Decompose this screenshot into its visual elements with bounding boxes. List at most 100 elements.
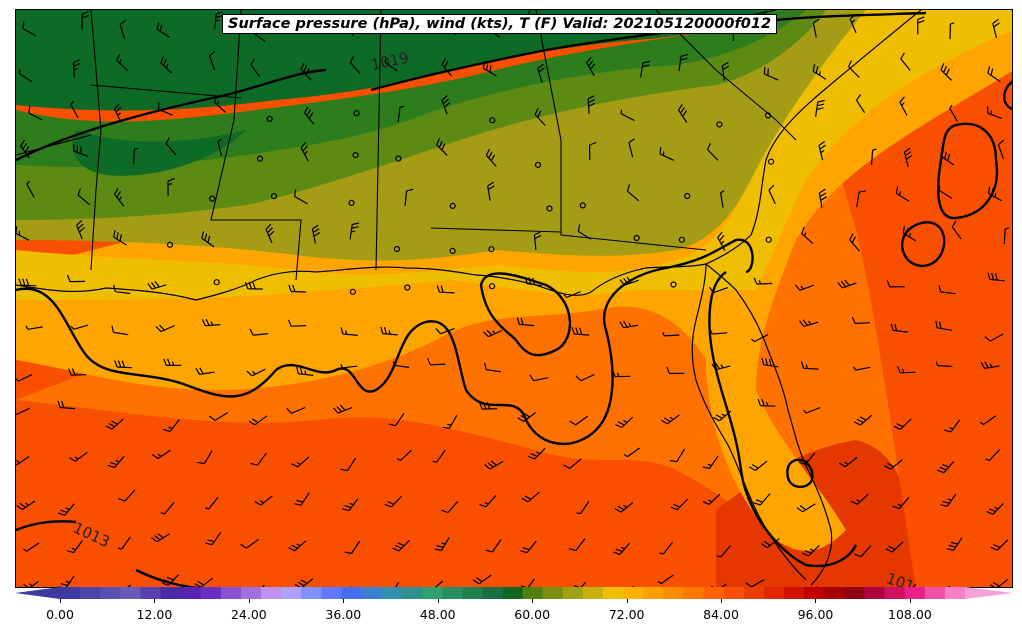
calm-wind-circle: [270, 193, 278, 200]
wind-barb: [949, 104, 958, 122]
wind-barb: [250, 58, 261, 78]
calm-wind-circle: [488, 246, 495, 253]
wind-barb: [296, 366, 314, 376]
wind-barb: [812, 64, 827, 80]
wind-barb: [57, 400, 76, 410]
wind-barb: [849, 233, 861, 252]
colorbar-cell: [462, 587, 483, 599]
wind-barb: [436, 138, 448, 156]
wind-barb: [657, 574, 674, 585]
colorbar-tick-label: 72.00: [608, 607, 645, 622]
wind-barb: [990, 539, 1009, 551]
colorbar-cell: [522, 587, 544, 599]
wind-barb: [892, 496, 910, 510]
wind-barb: [702, 455, 719, 470]
wind-barb: [713, 410, 732, 422]
wind-barb: [288, 540, 307, 552]
colorbar-cell: [60, 587, 81, 599]
wind-barb: [70, 324, 89, 330]
wind-barb: [20, 580, 39, 587]
wind-barb: [803, 407, 821, 414]
wind-barb: [213, 95, 227, 113]
temp-band-olive-yellow: [16, 10, 866, 261]
wind-barb: [133, 147, 139, 165]
calm-wind-circle: [534, 161, 542, 168]
wind-barb: [796, 503, 816, 513]
colorbar-cell: [904, 587, 926, 599]
wind-barb: [197, 450, 213, 465]
colorbar-tick-label: 0.00: [46, 607, 74, 622]
wind-barb: [989, 578, 1009, 587]
wind-barb: [838, 456, 858, 468]
temp-band-green: [16, 10, 806, 167]
wind-barb: [195, 367, 215, 375]
wind-barb: [717, 231, 726, 251]
wind-barb: [706, 142, 719, 161]
wind-barb: [761, 538, 780, 549]
colorbar-tick-label: 12.00: [136, 607, 173, 622]
wind-barb: [291, 456, 310, 468]
wind-barb: [815, 99, 825, 117]
wind-barb: [201, 318, 221, 327]
isobar-east-small: [900, 221, 946, 267]
wind-barb: [768, 184, 776, 205]
colorbar-cell: [281, 587, 302, 599]
wind-barb: [615, 416, 634, 429]
colorbar-cell: [220, 587, 242, 599]
wind-barb: [22, 21, 37, 37]
wind-barb: [524, 276, 542, 287]
wind-barb: [938, 186, 953, 199]
wind-barb: [436, 285, 455, 294]
calm-wind-circles: [166, 110, 775, 295]
wind-barb: [886, 280, 905, 288]
colorbar-cell: [743, 587, 765, 599]
wind-barb: [992, 18, 1000, 39]
wind-barb: [935, 320, 953, 331]
wind-barb: [753, 277, 772, 285]
wind-barb: [209, 412, 229, 421]
wind-barb: [870, 148, 877, 166]
wind-barb: [72, 59, 81, 78]
wind-barbs: [16, 10, 1010, 587]
colorbar-tick-mark: [815, 599, 817, 603]
wind-barb: [940, 63, 953, 81]
wind-barb: [388, 412, 405, 427]
wind-barb: [985, 449, 1001, 462]
colorbar-cell: [663, 587, 684, 599]
wind-barb: [118, 489, 136, 502]
wind-barb: [392, 361, 410, 368]
calm-wind-circle: [670, 281, 677, 288]
wind-barb: [666, 366, 685, 375]
wind-barb: [16, 226, 30, 241]
wind-barb: [812, 18, 820, 38]
wind-barb: [623, 447, 641, 458]
wind-barb: [569, 538, 586, 552]
wind-barb: [856, 190, 867, 208]
wind-barb: [485, 539, 502, 553]
wind-barb: [57, 503, 75, 516]
wind-barb: [435, 327, 455, 335]
wind-barb: [205, 531, 222, 546]
temp-band-yellow: [16, 10, 1012, 300]
wind-barb: [893, 418, 912, 430]
wind-barb: [716, 545, 731, 558]
calm-wind-circle: [395, 155, 402, 162]
temperature-map: 1019 1013 101: [16, 10, 1012, 587]
wind-barb: [250, 452, 267, 466]
wind-barb: [577, 224, 592, 240]
wind-barb: [380, 326, 398, 336]
wind-barb: [750, 334, 769, 343]
temp-band-dark-green: [16, 10, 776, 111]
wind-barb: [479, 402, 498, 410]
wind-barb: [167, 178, 175, 197]
wind-barb: [987, 272, 1005, 282]
wind-barb: [757, 398, 776, 407]
wind-barb: [980, 361, 1000, 369]
wind-barb: [720, 190, 725, 208]
wind-barb: [114, 360, 132, 369]
wind-barb: [340, 457, 357, 472]
wind-barb: [441, 500, 459, 514]
wind-barb: [702, 493, 721, 505]
wind-barb: [903, 147, 913, 167]
colorbar-cell: [261, 587, 282, 599]
